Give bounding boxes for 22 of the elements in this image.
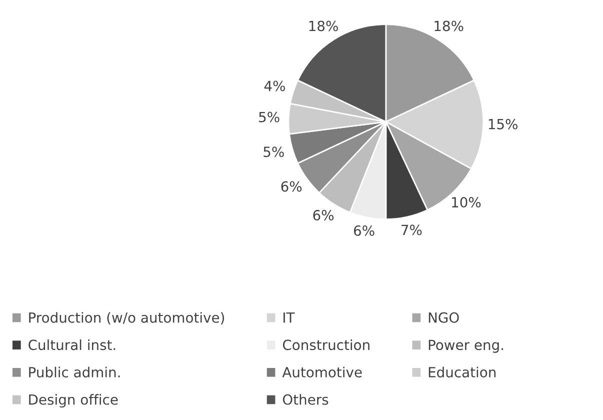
legend-label: Design office xyxy=(29,394,118,408)
data-label: 7% xyxy=(402,224,422,236)
data-label: 18% xyxy=(434,20,464,32)
data-label: 10% xyxy=(452,197,481,208)
legend-label: Education xyxy=(428,366,496,378)
data-label: 5% xyxy=(264,146,284,158)
legend-label: Others xyxy=(282,394,328,405)
legend-label: NGO xyxy=(428,312,459,323)
legend-label: Production (w/o automotive) xyxy=(29,312,224,324)
legend-label: IT xyxy=(284,312,295,323)
data-label: 6% xyxy=(354,225,374,236)
data-label: 15% xyxy=(488,118,518,130)
legend-label: Power eng. xyxy=(428,340,504,353)
data-label: 4% xyxy=(264,80,285,92)
legend-label: Construction xyxy=(282,339,370,350)
legend-label: Public admin. xyxy=(29,366,120,378)
legend-label: Automotive xyxy=(282,366,362,378)
data-label: 6% xyxy=(313,210,334,220)
legend-label: Cultural inst. xyxy=(28,339,116,350)
data-label: 5% xyxy=(259,112,280,122)
data-label: 6% xyxy=(281,181,302,192)
data-label: 18% xyxy=(309,20,338,32)
